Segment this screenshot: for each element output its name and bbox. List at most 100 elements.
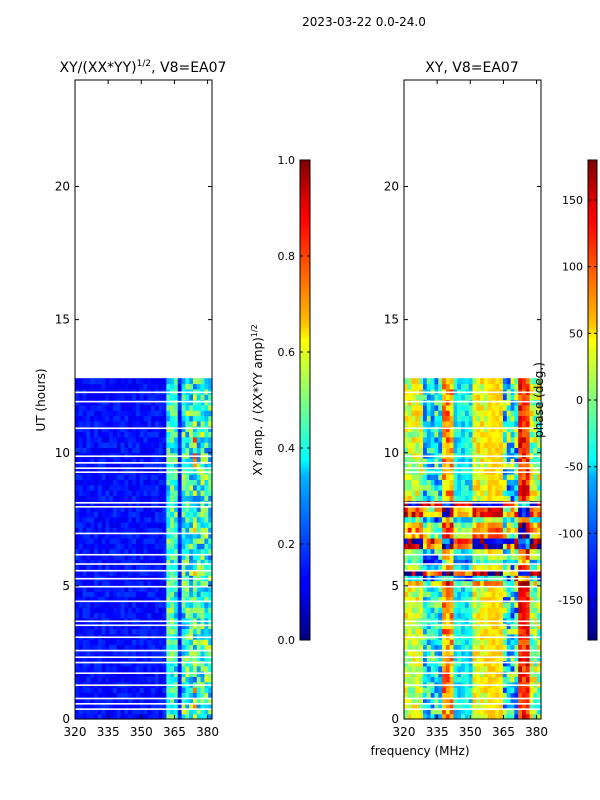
heatmap-cell xyxy=(181,671,186,677)
colorbar-amplitude-ticks: 0.00.20.40.60.81.0 xyxy=(278,154,310,647)
heatmap-cell xyxy=(502,479,508,486)
heatmap-cell xyxy=(525,506,531,512)
heatmap-cell xyxy=(173,644,179,651)
heatmap-cell xyxy=(97,601,103,608)
heatmap-cell xyxy=(97,580,103,587)
heatmap-cell xyxy=(510,527,515,534)
heatmap-cell xyxy=(132,607,137,614)
heatmap-cell xyxy=(449,474,455,480)
heatmap-cell xyxy=(426,708,432,715)
heatmap-cell xyxy=(445,447,451,454)
heatmap-cell xyxy=(177,426,183,433)
heatmap-cell xyxy=(132,495,137,502)
heatmap-cell xyxy=(204,378,209,385)
heatmap-cell xyxy=(415,436,420,443)
heatmap-cell xyxy=(90,442,95,449)
heatmap-cell xyxy=(185,537,190,544)
heatmap-cell xyxy=(506,378,512,385)
heatmap-cell xyxy=(472,687,477,693)
heatmap-cell xyxy=(173,569,179,576)
heatmap-cell xyxy=(514,687,519,693)
heatmap-cell xyxy=(116,697,122,704)
data-gap-line xyxy=(75,563,212,565)
heatmap-cell xyxy=(487,553,493,560)
heatmap-cell xyxy=(177,474,183,480)
heatmap-cell xyxy=(94,687,99,693)
heatmap-cell xyxy=(514,394,519,401)
heatmap-cell xyxy=(105,490,110,496)
data-gap-line xyxy=(75,620,212,623)
heatmap-cell xyxy=(514,415,519,422)
heatmap-cell xyxy=(204,569,209,576)
heatmap-cell xyxy=(124,553,129,560)
heatmap-cell xyxy=(82,463,88,470)
heatmap-cell xyxy=(495,404,500,411)
heatmap-cell xyxy=(75,649,80,656)
heatmap-cell xyxy=(94,537,99,544)
heatmap-cell xyxy=(423,394,428,401)
heatmap-cell xyxy=(204,612,209,619)
heatmap-cell xyxy=(476,548,481,555)
heatmap-cell xyxy=(135,591,141,598)
heatmap-cell xyxy=(457,399,462,406)
heatmap-cell xyxy=(173,612,179,619)
heatmap-cell xyxy=(151,500,156,507)
heatmap-cell xyxy=(476,516,481,523)
heatmap-cell xyxy=(407,500,413,507)
heatmap-cell xyxy=(404,436,409,443)
heatmap-cell xyxy=(438,447,443,454)
heatmap-cell xyxy=(537,687,542,693)
heatmap-cell xyxy=(476,532,481,539)
heatmap-cell xyxy=(78,436,84,443)
heatmap-cell xyxy=(158,692,164,699)
heatmap-cell xyxy=(78,676,84,683)
heatmap-cell xyxy=(468,601,474,608)
heatmap-cell xyxy=(94,713,99,720)
heatmap-cell xyxy=(510,548,515,555)
heatmap-cell xyxy=(158,500,164,507)
heatmap-cell xyxy=(472,591,477,598)
heatmap-cell xyxy=(128,708,133,715)
heatmap-cell xyxy=(529,665,534,672)
heatmap-cell xyxy=(423,569,428,576)
heatmap-cell xyxy=(514,553,519,560)
heatmap-cell xyxy=(154,644,160,651)
heatmap-cell xyxy=(94,394,99,401)
heatmap-cell xyxy=(139,644,145,651)
heatmap-cell xyxy=(192,404,198,411)
heatmap-cell xyxy=(423,591,428,598)
heatmap-cell xyxy=(533,612,538,619)
heatmap-cell xyxy=(502,671,508,677)
heatmap-cell xyxy=(158,479,164,486)
heatmap-cell xyxy=(120,569,126,576)
heatmap-cell xyxy=(105,500,110,507)
heatmap-cell xyxy=(491,383,496,390)
heatmap-cell xyxy=(506,692,512,699)
heatmap-cell xyxy=(438,495,443,502)
heatmap-cell xyxy=(495,676,500,683)
heatmap-cell xyxy=(415,543,420,550)
heatmap-cell xyxy=(196,463,202,470)
heatmap-cell xyxy=(166,447,171,454)
heatmap-cell xyxy=(476,639,481,646)
heatmap-cell xyxy=(151,399,156,406)
heatmap-cell xyxy=(208,383,213,390)
heatmap-cell xyxy=(491,548,496,555)
heatmap-cell xyxy=(472,394,477,401)
heatmap-cell xyxy=(480,410,485,417)
y-tick-label: 5 xyxy=(391,579,399,593)
heatmap-cell xyxy=(204,543,209,550)
heatmap-cell xyxy=(128,596,133,603)
heatmap-cell xyxy=(113,537,118,544)
heatmap-cell xyxy=(457,607,462,614)
heatmap-cell xyxy=(94,527,99,534)
heatmap-cell xyxy=(449,415,455,422)
heatmap-cell xyxy=(75,521,80,528)
heatmap-cell xyxy=(476,564,481,571)
heatmap-cell xyxy=(90,553,95,560)
data-gap-line xyxy=(404,577,541,580)
heatmap-cell xyxy=(196,660,202,667)
heatmap-cell xyxy=(434,495,439,502)
heatmap-cell xyxy=(170,671,175,677)
heatmap-cell xyxy=(132,665,137,672)
